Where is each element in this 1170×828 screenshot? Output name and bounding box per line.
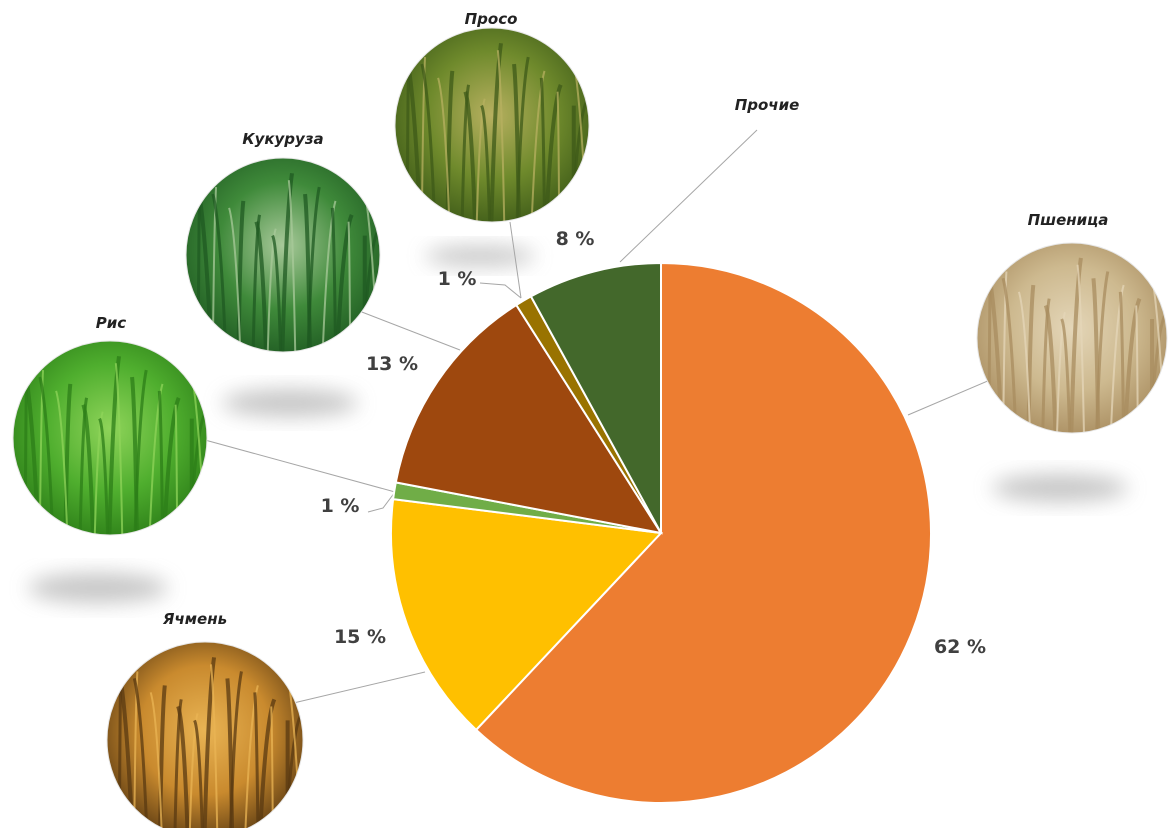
pie-slice-corn <box>394 303 664 535</box>
data-label-millet: 1 % <box>438 268 477 290</box>
crop-label-slice-5: Прочие <box>735 96 800 114</box>
corn-photo <box>186 158 380 352</box>
crop-label-rice: Рис <box>96 314 127 332</box>
crop-label-millet: Просо <box>465 10 518 28</box>
crop-label-wheat: Пшеница <box>1028 211 1109 229</box>
leader-line-barley <box>284 671 426 706</box>
wheat-photo <box>977 243 1167 433</box>
data-label-corn: 13 % <box>366 353 418 375</box>
percent-labels: 62 % 15 % 1 % 13 % 1 % 8 % <box>321 228 986 658</box>
data-label-rice: 1 % <box>321 495 360 517</box>
leader-line-millet <box>479 282 522 299</box>
leader-line-slice-5 <box>619 129 758 263</box>
photo-shadow-rice <box>28 573 168 603</box>
leader-line-millet-photo <box>509 221 522 299</box>
photo-shadows <box>28 246 1128 603</box>
data-label-barley: 15 % <box>334 626 386 648</box>
crop-label-barley: Ячмень <box>162 610 227 628</box>
rice-photo <box>13 341 207 535</box>
millet-photo <box>395 28 589 222</box>
crop-photos <box>12 27 1168 828</box>
photo-shadow-wheat <box>992 474 1128 502</box>
pie-slice-wheat <box>474 261 932 804</box>
leader-line-rice-photo <box>204 439 396 493</box>
photo-shadow-corn <box>222 389 358 417</box>
leader-line-wheat <box>907 379 991 416</box>
photo-shadow-millet <box>425 246 535 266</box>
pie-slices <box>390 261 932 804</box>
pie-slice-slice-5 <box>529 261 662 534</box>
data-label-wheat: 62 % <box>934 636 986 658</box>
crop-labels: Пшеница Ячмень Рис Кукуруза Просо Прочие <box>96 10 1109 628</box>
pie-slice-barley <box>390 498 664 732</box>
barley-photo <box>107 642 303 828</box>
leader-line-rice <box>367 491 396 513</box>
crop-label-corn: Кукуруза <box>242 130 323 148</box>
leader-lines <box>204 129 991 706</box>
data-label-slice-5: 8 % <box>556 228 595 250</box>
